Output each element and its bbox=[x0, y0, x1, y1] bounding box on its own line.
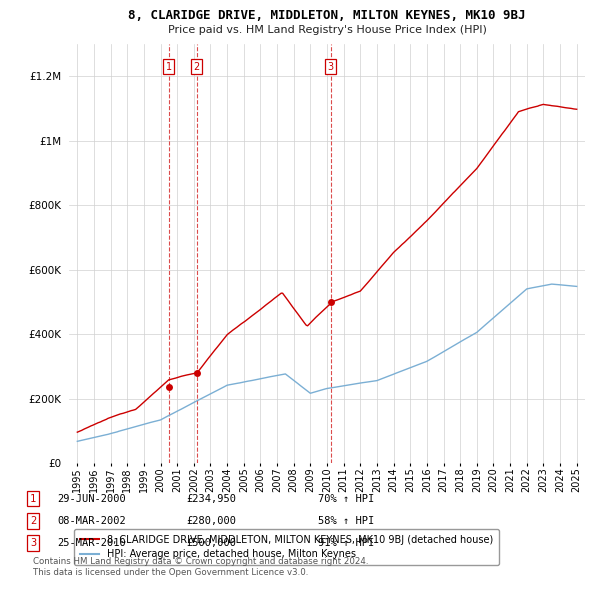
Text: 25-MAR-2010: 25-MAR-2010 bbox=[57, 539, 126, 548]
Text: £280,000: £280,000 bbox=[186, 516, 236, 526]
Text: Contains HM Land Registry data © Crown copyright and database right 2024.: Contains HM Land Registry data © Crown c… bbox=[33, 558, 368, 566]
Text: £234,950: £234,950 bbox=[186, 494, 236, 503]
Text: 91% ↑ HPI: 91% ↑ HPI bbox=[318, 539, 374, 548]
Text: £500,000: £500,000 bbox=[186, 539, 236, 548]
Text: 29-JUN-2000: 29-JUN-2000 bbox=[57, 494, 126, 503]
Text: 1: 1 bbox=[30, 494, 36, 503]
Text: 70% ↑ HPI: 70% ↑ HPI bbox=[318, 494, 374, 503]
Text: 2: 2 bbox=[30, 516, 36, 526]
Text: 1: 1 bbox=[166, 62, 172, 72]
Legend: 8, CLARIDGE DRIVE, MIDDLETON, MILTON KEYNES, MK10 9BJ (detached house), HPI: Ave: 8, CLARIDGE DRIVE, MIDDLETON, MILTON KEY… bbox=[74, 529, 499, 565]
Text: 58% ↑ HPI: 58% ↑ HPI bbox=[318, 516, 374, 526]
Text: 3: 3 bbox=[328, 62, 334, 72]
Text: 3: 3 bbox=[30, 539, 36, 548]
Text: 08-MAR-2002: 08-MAR-2002 bbox=[57, 516, 126, 526]
Text: 8, CLARIDGE DRIVE, MIDDLETON, MILTON KEYNES, MK10 9BJ: 8, CLARIDGE DRIVE, MIDDLETON, MILTON KEY… bbox=[128, 9, 526, 22]
Text: 2: 2 bbox=[194, 62, 200, 72]
Text: This data is licensed under the Open Government Licence v3.0.: This data is licensed under the Open Gov… bbox=[33, 568, 308, 577]
Text: Price paid vs. HM Land Registry's House Price Index (HPI): Price paid vs. HM Land Registry's House … bbox=[167, 25, 487, 35]
